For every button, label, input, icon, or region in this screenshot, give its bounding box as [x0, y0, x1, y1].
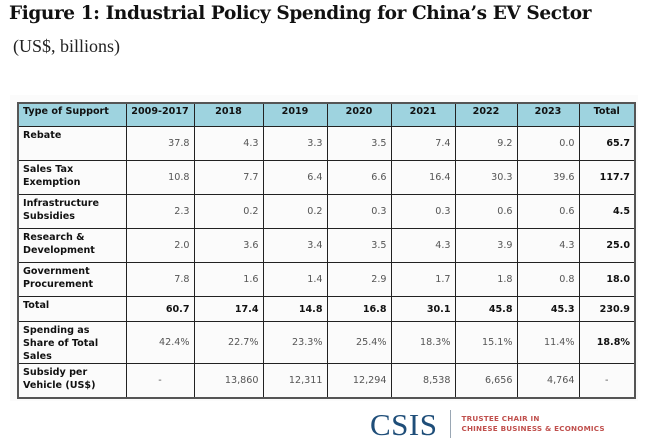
row-total: 117.7: [578, 160, 636, 195]
cell: 45.3: [516, 296, 580, 322]
row-label: Research & Development: [17, 228, 127, 263]
total-row: Total 60.7 17.4 14.8 16.8 30.1 45.8 45.3…: [17, 296, 636, 322]
logo-divider: [450, 410, 452, 438]
cell: 3.5: [326, 228, 392, 263]
cell: 4.3: [390, 228, 456, 263]
column-header: 2020: [326, 102, 392, 127]
row-total: -: [578, 363, 636, 399]
logo-tagline: TRUSTEE CHAIR IN CHINESE BUSINESS & ECON…: [461, 414, 604, 434]
cell: 45.8: [454, 296, 518, 322]
cell: 3.5: [326, 126, 392, 161]
cell: 0.3: [326, 194, 392, 229]
cell: 9.2: [454, 126, 518, 161]
cell: 0.2: [262, 194, 328, 229]
cell: 15.1%: [454, 321, 518, 364]
cell: 7.8: [125, 262, 195, 297]
cell: 0.2: [193, 194, 264, 229]
row-total: 25.0: [578, 228, 636, 263]
table-row: Spending as Share of Total Sales 42.4% 2…: [17, 321, 636, 364]
cell: 0.6: [454, 194, 518, 229]
cell: 2.3: [125, 194, 195, 229]
cell: 4.3: [193, 126, 264, 161]
row-total: 18.0: [578, 262, 636, 297]
cell: 25.4%: [326, 321, 392, 364]
cell: 18.3%: [390, 321, 456, 364]
cell: 0.8: [516, 262, 580, 297]
cell: 12,311: [262, 363, 328, 399]
table-row: Research & Development 2.0 3.6 3.4 3.5 4…: [17, 228, 636, 263]
logo-tagline-line2: CHINESE BUSINESS & ECONOMICS: [461, 424, 605, 433]
cell: 1.6: [193, 262, 264, 297]
cell: 0.6: [516, 194, 580, 229]
cell: 2.0: [125, 228, 195, 263]
row-label: Government Procurement: [17, 262, 127, 297]
cell: 16.8: [326, 296, 392, 322]
logo-wordmark: CSIS: [370, 406, 438, 442]
cell: 14.8: [262, 296, 328, 322]
logo-tagline-line1: TRUSTEE CHAIR IN: [461, 414, 540, 423]
cell: 3.4: [262, 228, 328, 263]
cell: 30.3: [454, 160, 518, 195]
table-row: Sales Tax Exemption 10.8 7.7 6.4 6.6 16.…: [17, 160, 636, 195]
table-row: Subsidy per Vehicle (US$) - 13,860 12,31…: [17, 363, 636, 399]
cell: 4,764: [516, 363, 580, 399]
column-header: 2023: [516, 102, 580, 127]
header-row: Type of Support 2009-2017 2018 2019 2020…: [17, 102, 636, 127]
column-header: Total: [578, 102, 636, 127]
cell: 0.3: [390, 194, 456, 229]
row-label: Total: [17, 296, 127, 322]
cell: 1.8: [454, 262, 518, 297]
cell: 37.8: [125, 126, 195, 161]
cell: 3.3: [262, 126, 328, 161]
cell: 0.0: [516, 126, 580, 161]
column-header: 2022: [454, 102, 518, 127]
cell: 7.7: [193, 160, 264, 195]
row-label: Rebate: [17, 126, 127, 161]
cell: 3.6: [193, 228, 264, 263]
cell: 12,294: [326, 363, 392, 399]
cell: 7.4: [390, 126, 456, 161]
figure-title: Figure 1: Industrial Policy Spending for…: [9, 3, 592, 24]
cell: 10.8: [125, 160, 195, 195]
cell: 8,538: [390, 363, 456, 399]
table-row: Rebate 37.8 4.3 3.3 3.5 7.4 9.2 0.0 65.7: [17, 126, 636, 161]
column-header: 2009-2017: [125, 102, 195, 127]
row-label: Spending as Share of Total Sales: [17, 321, 127, 364]
cell: 11.4%: [516, 321, 580, 364]
cell: 1.4: [262, 262, 328, 297]
cell: 39.6: [516, 160, 580, 195]
figure-subtitle: (US$, billions): [13, 36, 121, 56]
cell: 30.1: [390, 296, 456, 322]
row-total: 18.8%: [578, 321, 636, 364]
cell: 6.4: [262, 160, 328, 195]
csis-logo: CSIS TRUSTEE CHAIR IN CHINESE BUSINESS &…: [370, 406, 605, 442]
row-label: Infrastructure Subsidies: [17, 194, 127, 229]
cell: 6,656: [454, 363, 518, 399]
row-total: 230.9: [578, 296, 636, 322]
table-row: Infrastructure Subsidies 2.3 0.2 0.2 0.3…: [17, 194, 636, 229]
cell: 2.9: [326, 262, 392, 297]
cell: 42.4%: [125, 321, 195, 364]
cell: 13,860: [193, 363, 264, 399]
table-row: Government Procurement 7.8 1.6 1.4 2.9 1…: [17, 262, 636, 297]
cell: 60.7: [125, 296, 195, 322]
cell: 3.9: [454, 228, 518, 263]
column-header: 2018: [193, 102, 264, 127]
cell: 6.6: [326, 160, 392, 195]
column-header: Type of Support: [17, 102, 127, 127]
row-label: Subsidy per Vehicle (US$): [17, 363, 127, 399]
cell: -: [125, 363, 195, 399]
cell: 16.4: [390, 160, 456, 195]
column-header: 2019: [262, 102, 328, 127]
row-total: 65.7: [578, 126, 636, 161]
column-header: 2021: [390, 102, 456, 127]
cell: 4.3: [516, 228, 580, 263]
spending-table: Type of Support 2009-2017 2018 2019 2020…: [17, 102, 636, 399]
row-label: Sales Tax Exemption: [17, 160, 127, 195]
cell: 23.3%: [262, 321, 328, 364]
cell: 1.7: [390, 262, 456, 297]
cell: 22.7%: [193, 321, 264, 364]
cell: 17.4: [193, 296, 264, 322]
row-total: 4.5: [578, 194, 636, 229]
